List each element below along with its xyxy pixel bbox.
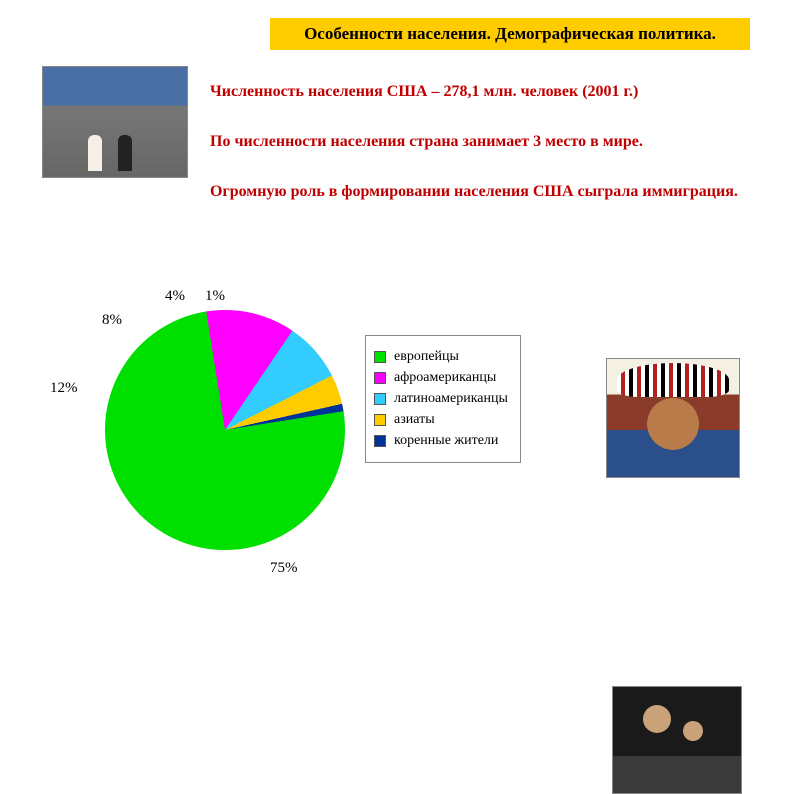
pie-label-12: 12% [50,380,78,397]
paragraph-3: Огромную роль в формировании населения С… [210,180,770,203]
pie-graphic [105,310,345,550]
pie-label-75: 75% [270,560,298,577]
legend-swatch [374,372,386,384]
legend-label: азиаты [394,412,435,428]
indigenous-family-photo [612,686,742,794]
paragraph-2: По численности населения страна занимает… [210,130,770,153]
pie-label-1: 1% [205,288,225,305]
legend-row: коренные жители [374,433,508,449]
pie-label-4: 4% [165,288,185,305]
legend-swatch [374,351,386,363]
legend-row: латиноамериканцы [374,391,508,407]
legend-swatch [374,414,386,426]
paragraph-1: Численность населения США – 278,1 млн. ч… [210,80,770,103]
pie-label-8: 8% [102,312,122,329]
legend-row: афроамериканцы [374,370,508,386]
page-title: Особенности населения. Демографическая п… [270,18,750,50]
legend-row: европейцы [374,349,508,365]
street-crowd-photo [42,66,188,178]
legend-label: латиноамериканцы [394,391,508,407]
legend-label: европейцы [394,349,459,365]
legend-swatch [374,435,386,447]
pie-chart: 75% 12% 8% 4% 1% европейцы афроамериканцы… [50,280,550,590]
legend-label: афроамериканцы [394,370,496,386]
pie-legend: европейцы афроамериканцы латиноамериканцы а… [365,335,521,463]
legend-label: коренные жители [394,433,498,449]
native-chief-photo [606,358,740,478]
legend-row: азиаты [374,412,508,428]
legend-swatch [374,393,386,405]
